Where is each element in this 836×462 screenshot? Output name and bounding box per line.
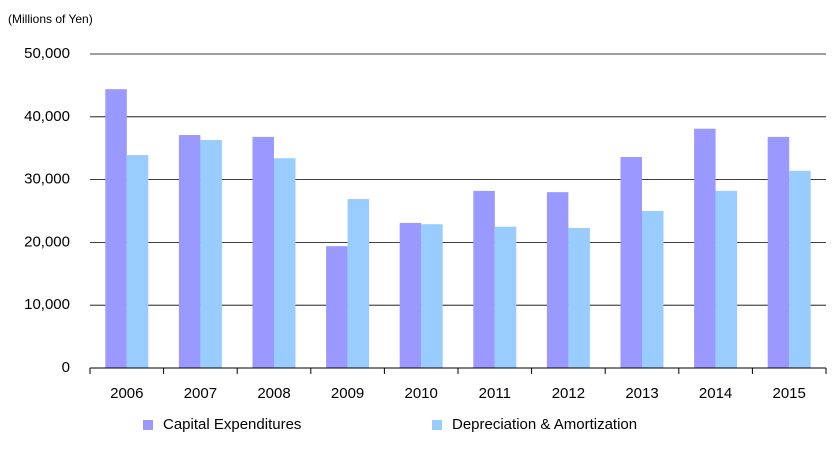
legend-label: Depreciation & Amortization xyxy=(452,416,637,433)
bar xyxy=(473,190,495,368)
y-axis-label: (Millions of Yen) xyxy=(8,12,93,26)
y-tick-label: 10,000 xyxy=(24,296,70,313)
y-tick-label: 0 xyxy=(62,359,70,376)
bar xyxy=(326,246,348,368)
bar xyxy=(274,158,296,368)
y-tick-label: 20,000 xyxy=(24,233,70,250)
y-tick-label: 30,000 xyxy=(24,171,70,188)
x-tick-label: 2008 xyxy=(257,385,290,402)
bar xyxy=(421,224,443,368)
bar xyxy=(694,128,716,368)
bar xyxy=(399,222,422,368)
bar xyxy=(200,140,222,368)
x-tick-label: 2012 xyxy=(552,385,585,402)
bar xyxy=(715,190,738,368)
bar xyxy=(126,155,149,368)
legend-swatch xyxy=(432,420,442,430)
bar xyxy=(620,156,642,368)
bar xyxy=(568,227,590,368)
bar xyxy=(789,170,811,368)
x-tick-label: 2013 xyxy=(625,385,658,402)
y-tick-label: 50,000 xyxy=(24,45,70,62)
x-tick-label: 2007 xyxy=(184,385,217,402)
y-tick-label: 40,000 xyxy=(24,108,70,125)
bar xyxy=(767,136,790,368)
x-tick-label: 2015 xyxy=(773,385,806,402)
x-tick-label: 2011 xyxy=(479,385,511,402)
bar xyxy=(178,135,201,368)
x-tick-label: 2010 xyxy=(405,385,438,402)
x-tick-label: 2009 xyxy=(331,385,364,402)
bar xyxy=(546,192,569,368)
x-tick-label: 2014 xyxy=(699,385,732,402)
legend-label: Capital Expenditures xyxy=(163,416,301,433)
bar xyxy=(252,136,274,368)
x-tick-label: 2006 xyxy=(110,385,143,402)
bar xyxy=(105,89,127,368)
bar xyxy=(494,226,517,368)
bar xyxy=(347,199,370,368)
legend-swatch xyxy=(143,420,153,430)
bar xyxy=(642,211,664,368)
